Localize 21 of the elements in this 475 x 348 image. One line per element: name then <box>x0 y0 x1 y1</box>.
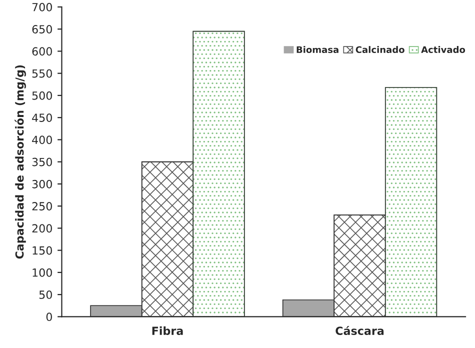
y-tick-label: 600 <box>32 47 52 56</box>
y-tick-label: 550 <box>32 69 52 78</box>
x-tick-label: Cáscara <box>336 326 384 336</box>
legend-label: Activado <box>421 46 466 54</box>
x-tick-label: Fibra <box>152 326 183 336</box>
y-tick-label: 500 <box>32 91 52 100</box>
y-tick-label: 150 <box>32 246 52 255</box>
y-tick-label: 100 <box>32 268 52 277</box>
y-tick-label: 350 <box>32 158 52 166</box>
y-tick-label: 200 <box>32 224 52 233</box>
y-tick-label: 300 <box>32 180 52 188</box>
y-tick-label: 0 <box>46 312 52 322</box>
y-tick-label: 50 <box>39 290 52 299</box>
y-axis-title: Capacidad de adsorción (mg/g) <box>14 65 26 259</box>
legend-label: Biomasa <box>296 46 338 54</box>
y-tick-label: 450 <box>32 114 52 122</box>
y-tick-label: 650 <box>32 25 52 34</box>
y-tick-label: 250 <box>32 202 52 210</box>
legend-label: Calcinado <box>356 46 404 54</box>
y-tick-label: 700 <box>32 2 52 12</box>
y-tick-label: 400 <box>32 136 52 144</box>
